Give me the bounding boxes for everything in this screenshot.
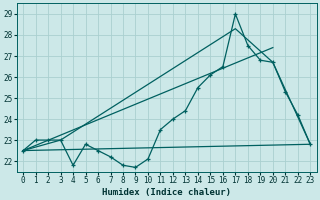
X-axis label: Humidex (Indice chaleur): Humidex (Indice chaleur) [102, 188, 231, 197]
